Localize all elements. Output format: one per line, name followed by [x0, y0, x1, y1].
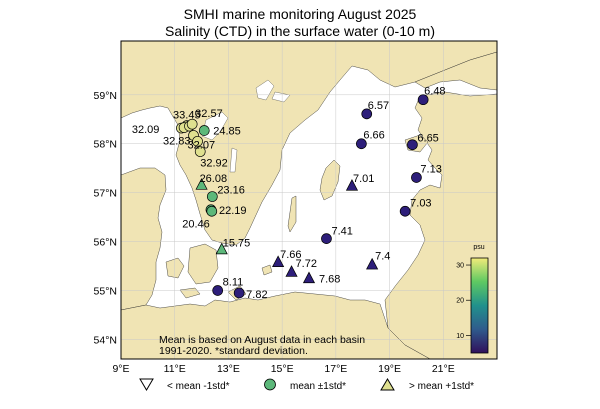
station-marker: [399, 205, 411, 217]
station-value-label: 7.4: [375, 251, 390, 263]
note-line-1: Mean is based on August data in each bas…: [159, 334, 365, 346]
station-marker: [321, 233, 332, 244]
station-value-label: 24.85: [213, 126, 241, 138]
legend-high-label: > mean +1std*: [409, 381, 474, 392]
station-marker: [192, 135, 203, 147]
station-marker: [407, 139, 418, 151]
station-value-label: 7.66: [280, 249, 301, 261]
colorbar-unit: psu: [473, 244, 484, 251]
x-tick-label: 19°E: [378, 363, 401, 375]
station-marker: [186, 118, 198, 130]
station-value-label: 20.46: [182, 218, 210, 230]
station-value-label: 7.03: [410, 197, 431, 209]
station-marker: [206, 205, 218, 217]
x-tick-label: 13°E: [217, 363, 240, 375]
station-marker: [212, 285, 224, 296]
figure-title: SMHI marine monitoring August 2025 Salin…: [0, 6, 600, 40]
jutland-landmass: [121, 167, 167, 311]
station-value-label: 7.41: [331, 226, 352, 238]
legend-mean-label: mean ±1std*: [290, 381, 346, 392]
station-value-label: 33.45: [173, 110, 201, 122]
colorbar-tick-label: 20: [456, 298, 464, 305]
germany-poland-landmass: [121, 291, 431, 359]
funen-island: [165, 257, 185, 279]
station-marker: [366, 257, 379, 270]
colorbar-tick-label: 10: [456, 333, 464, 340]
title-line-1: SMHI marine monitoring August 2025: [183, 6, 417, 22]
station-marker: [345, 179, 359, 191]
legend-mean-circle-icon: [264, 378, 276, 391]
station-marker: [356, 138, 367, 150]
baltic-states-landmass: [384, 91, 497, 359]
legend-high-triangle-icon: [380, 378, 395, 391]
station-value-label: 6.48: [424, 86, 445, 98]
station-markers: [176, 94, 429, 299]
station-value-label: 7.13: [420, 163, 441, 175]
legend: < mean -1std* mean ±1std* > mean +1std*: [139, 378, 474, 392]
x-tick-label: 9°E: [112, 363, 129, 375]
station-marker: [194, 146, 206, 157]
station-value-label: 26.08: [200, 173, 228, 185]
x-tick-label: 11°E: [164, 363, 186, 375]
legend-low-label: < mean -1std*: [167, 381, 230, 392]
x-tick-label: 17°E: [324, 363, 347, 375]
station-value-label: 8.11: [223, 277, 244, 289]
station-marker: [215, 242, 228, 255]
y-tick-label: 55°N: [94, 286, 117, 298]
graticule: [121, 41, 497, 359]
y-tick-label: 57°N: [94, 188, 117, 200]
y-tick-labels: 59°N 58°N 57°N 56°N 55°N 54°N: [94, 90, 117, 347]
station-value-label: 32.92: [200, 158, 228, 170]
station-marker: [285, 265, 298, 277]
y-tick-label: 59°N: [94, 90, 117, 102]
station-marker: [195, 178, 208, 190]
station-marker: [206, 191, 218, 202]
station-marker: [198, 125, 210, 136]
station-value-label: 32.83: [163, 135, 191, 147]
note-line-2: 1991-2020. *standard deviation.: [159, 345, 308, 357]
bornholm-island: [261, 264, 273, 276]
colorbar-ramp: [470, 257, 489, 354]
zealand-island: [187, 243, 219, 285]
station-marker: [302, 271, 316, 284]
station-value-label: 6.57: [368, 100, 389, 112]
station-value-label: 15.75: [223, 237, 251, 249]
station-marker: [417, 94, 429, 106]
station-value-label: 7.68: [319, 273, 340, 285]
station-marker: [272, 255, 285, 267]
station-marker: [411, 172, 422, 183]
legend-low-triangle-icon: [139, 378, 154, 391]
map-frame: [120, 40, 498, 360]
oland-island: [287, 195, 297, 233]
y-tick-label: 56°N: [94, 237, 117, 249]
station-value-label: 6.65: [417, 133, 438, 145]
lake-vattern: [229, 147, 238, 173]
colorbar: psu 10 20 30: [456, 244, 489, 354]
lake-malaren: [271, 91, 291, 103]
colorbar-tick-label: 30: [456, 263, 464, 270]
station-marker: [233, 287, 245, 299]
colorbar-ticks: 10 20 30: [456, 263, 471, 340]
station-value-label: 6.66: [363, 130, 384, 142]
x-tick-label: 21°E: [432, 363, 455, 375]
y-tick-label: 54°N: [94, 334, 117, 346]
finland-coast: [414, 51, 497, 91]
station-value-label: 7.82: [246, 289, 267, 301]
station-value-label: 23.16: [217, 185, 245, 197]
y-tick-label: 58°N: [94, 139, 117, 151]
station-value-label: 32.07: [188, 139, 216, 151]
station-value-label: 7.72: [296, 258, 317, 270]
station-value-label: 22.19: [219, 205, 247, 217]
x-tick-labels: 9°E 11°E 13°E 15°E 17°E 19°E 21°E: [112, 363, 454, 375]
station-value-label: 32.09: [132, 124, 160, 136]
title-line-2: Salinity (CTD) in the surface water (0-1…: [165, 23, 435, 39]
station-marker: [361, 108, 373, 120]
x-tick-label: 15°E: [271, 363, 294, 375]
station-value-label: 7.01: [353, 173, 374, 185]
station-value-label: 32.57: [195, 108, 223, 120]
